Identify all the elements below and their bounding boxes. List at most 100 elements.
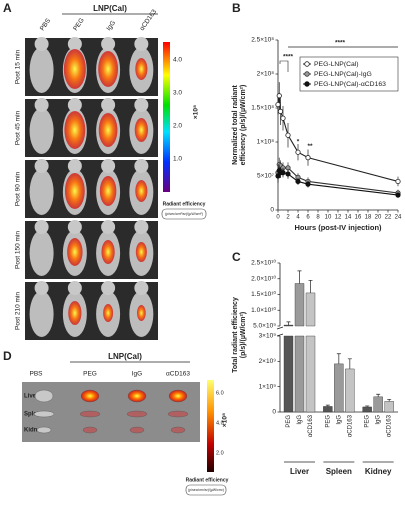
group-label: Liver bbox=[290, 467, 309, 476]
panel-letter: D bbox=[3, 349, 12, 363]
y-tick-label: 1.5×10¹⁰ bbox=[251, 290, 276, 298]
x-tick-label: 16 bbox=[355, 215, 362, 221]
units-box bbox=[161, 208, 207, 220]
y-tick-label: 2.5×10⁸ bbox=[251, 37, 274, 44]
data-point bbox=[395, 178, 401, 185]
x-tick-label: αCD163 bbox=[387, 414, 393, 437]
colorbar-unit: ×10⁸ bbox=[193, 105, 200, 119]
colorbar bbox=[207, 380, 214, 472]
group-label: LNP(Cal) bbox=[108, 352, 142, 361]
error-bar bbox=[347, 358, 352, 369]
signal bbox=[135, 58, 148, 80]
error-bar bbox=[387, 398, 392, 402]
y-axis-label: efficiency (p/s)/(µW/cm²) bbox=[240, 85, 247, 166]
colorbar-units: (p/sec/cm²/sr)/(µW/cm²) bbox=[188, 488, 224, 492]
panel-letter: C bbox=[232, 250, 241, 264]
error-bar bbox=[286, 321, 291, 326]
column-label: IgG bbox=[132, 371, 142, 378]
bar bbox=[345, 368, 355, 413]
column-label: PEG bbox=[83, 371, 97, 378]
colorbar-tick: 4.0 bbox=[173, 57, 182, 64]
error-bar bbox=[325, 404, 330, 407]
row-label: Post 150 min bbox=[15, 231, 22, 269]
mouse-head bbox=[67, 37, 82, 51]
bar bbox=[334, 363, 344, 413]
colorbar-tick: 2.0 bbox=[216, 450, 224, 456]
mouse-head bbox=[34, 98, 49, 112]
panel-letter: B bbox=[232, 1, 241, 15]
mouse-body bbox=[29, 47, 54, 93]
data-point bbox=[275, 102, 281, 108]
error-bar bbox=[297, 270, 302, 284]
colorbar-title: Radiant efficiency bbox=[163, 201, 206, 207]
data-point bbox=[275, 173, 281, 179]
y-tick-label: 1.5×10⁸ bbox=[251, 105, 274, 112]
mouse-head bbox=[34, 281, 49, 295]
mouse-head bbox=[34, 159, 49, 173]
bar bbox=[384, 401, 394, 413]
mouse-head bbox=[67, 220, 82, 234]
x-tick-label: 2 bbox=[286, 215, 290, 221]
signal bbox=[135, 242, 147, 262]
group-label: LNP(Cal) bbox=[93, 4, 127, 13]
data-point bbox=[280, 170, 286, 176]
organ bbox=[127, 389, 147, 403]
y-tick-label: 2×10⁸ bbox=[257, 71, 275, 78]
data-point bbox=[285, 132, 291, 138]
mouse-head bbox=[134, 98, 149, 112]
colorbar bbox=[163, 42, 170, 192]
data-point bbox=[276, 93, 282, 99]
bar bbox=[283, 324, 294, 413]
x-tick-label: PEG bbox=[286, 415, 292, 428]
data-point bbox=[295, 149, 301, 155]
panel-letter: A bbox=[3, 1, 12, 15]
x-tick-label: PEG bbox=[325, 415, 331, 428]
bar bbox=[373, 396, 383, 413]
legend-label: PEG-LNP(Cal)-IgG bbox=[314, 71, 372, 78]
colorbar-tick: 6.0 bbox=[216, 390, 224, 396]
x-tick-label: 6 bbox=[306, 215, 310, 221]
y-tick-label: 3×10⁹ bbox=[259, 333, 277, 340]
annotation: **** bbox=[335, 40, 346, 47]
y-tick-label: 2.0×10¹⁰ bbox=[251, 274, 276, 282]
organ bbox=[129, 426, 145, 434]
mouse-body bbox=[29, 291, 54, 337]
x-tick-label: 8 bbox=[316, 215, 320, 221]
data-point bbox=[285, 171, 291, 177]
x-axis-label: Hours (post-IV injection) bbox=[294, 223, 382, 232]
axis-break bbox=[276, 326, 284, 337]
x-tick-label: αCD163 bbox=[347, 414, 353, 437]
x-tick-label: 22 bbox=[385, 215, 392, 221]
column-label: PBS bbox=[39, 17, 53, 32]
y-tick-label: 2×10⁹ bbox=[259, 358, 277, 365]
group-label: Kidney bbox=[365, 467, 392, 476]
data-point bbox=[295, 178, 301, 185]
legend-label: PEG-LNP(Cal) bbox=[314, 61, 359, 68]
mouse-head bbox=[101, 159, 116, 173]
bar bbox=[362, 406, 372, 413]
mouse-head bbox=[134, 37, 149, 51]
signal bbox=[63, 49, 86, 89]
x-tick-label: 10 bbox=[325, 215, 332, 221]
signal bbox=[135, 180, 148, 202]
bar bbox=[323, 406, 333, 413]
group-label: Spleen bbox=[326, 467, 352, 476]
mouse-head bbox=[34, 220, 49, 234]
row-label: Post 210 min bbox=[15, 292, 22, 330]
row-label: Post 90 min bbox=[15, 171, 22, 206]
y-tick-label: 1×10⁸ bbox=[257, 139, 275, 146]
colorbar-tick: 2.0 bbox=[173, 123, 182, 130]
legend-box bbox=[299, 56, 399, 92]
organ bbox=[33, 410, 55, 418]
colorbar-units: (p/sec/cm²/sr)/(µW/cm²) bbox=[165, 212, 203, 216]
column-label: αCD163 bbox=[166, 371, 190, 378]
organ bbox=[80, 389, 100, 403]
x-tick-label: IgG bbox=[376, 415, 382, 425]
mouse-body bbox=[29, 169, 54, 215]
organ bbox=[34, 389, 54, 403]
signal bbox=[134, 118, 148, 142]
legend-marker bbox=[304, 61, 310, 67]
signal bbox=[64, 111, 86, 149]
signal bbox=[64, 173, 85, 209]
